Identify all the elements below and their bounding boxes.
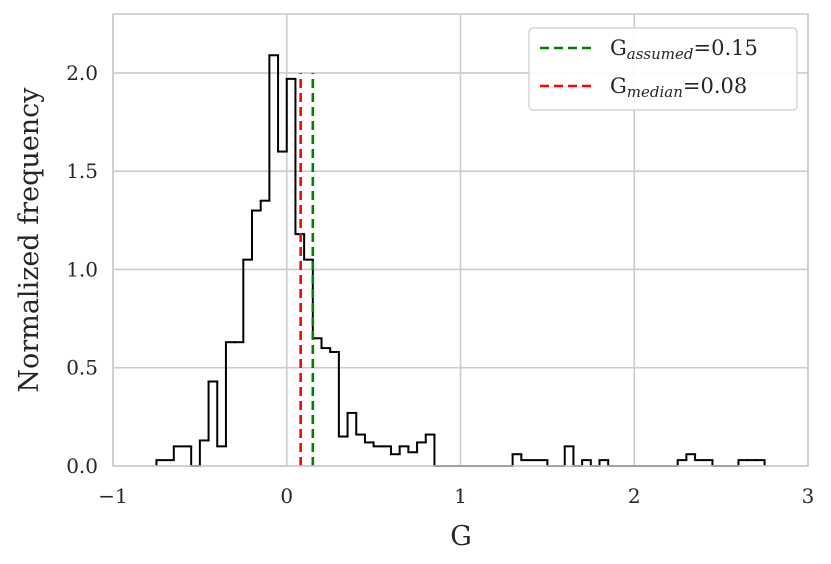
- y-tick-labels: 0.0 0.5 1.0 1.5 2.0: [66, 61, 98, 478]
- legend-box: [528, 27, 798, 111]
- y-tick-label: 0.0: [66, 454, 98, 478]
- y-tick-label: 1.0: [66, 257, 98, 281]
- x-axis-label: G: [450, 521, 472, 552]
- y-tick-label: 0.5: [66, 356, 98, 380]
- legend: Gassumed=0.15 Gmedian=0.08: [528, 27, 798, 111]
- x-tick-label: 2: [628, 484, 641, 508]
- y-axis-label: Normalized frequency: [14, 87, 45, 393]
- legend-assumed-main: G: [610, 36, 627, 60]
- legend-label-median: Gmedian=0.08: [610, 74, 747, 101]
- x-tick-label: −1: [98, 484, 127, 508]
- plot-frame: [112, 13, 809, 467]
- x-tick-label: 0: [280, 484, 293, 508]
- x-tick-labels: −1 0 1 2 3: [98, 484, 814, 508]
- legend-label-assumed: Gassumed=0.15: [610, 36, 758, 63]
- legend-median-sub: median: [627, 83, 683, 101]
- legend-median-value: =0.08: [683, 74, 747, 98]
- legend-assumed-sub: assumed: [627, 45, 694, 63]
- x-tick-label: 3: [802, 484, 815, 508]
- legend-median-main: G: [610, 74, 627, 98]
- x-tick-label: 1: [454, 484, 467, 508]
- reference-lines: [299, 72, 315, 466]
- legend-assumed-value: =0.15: [693, 36, 757, 60]
- y-tick-label: 1.5: [66, 159, 98, 183]
- y-tick-label: 2.0: [66, 61, 98, 85]
